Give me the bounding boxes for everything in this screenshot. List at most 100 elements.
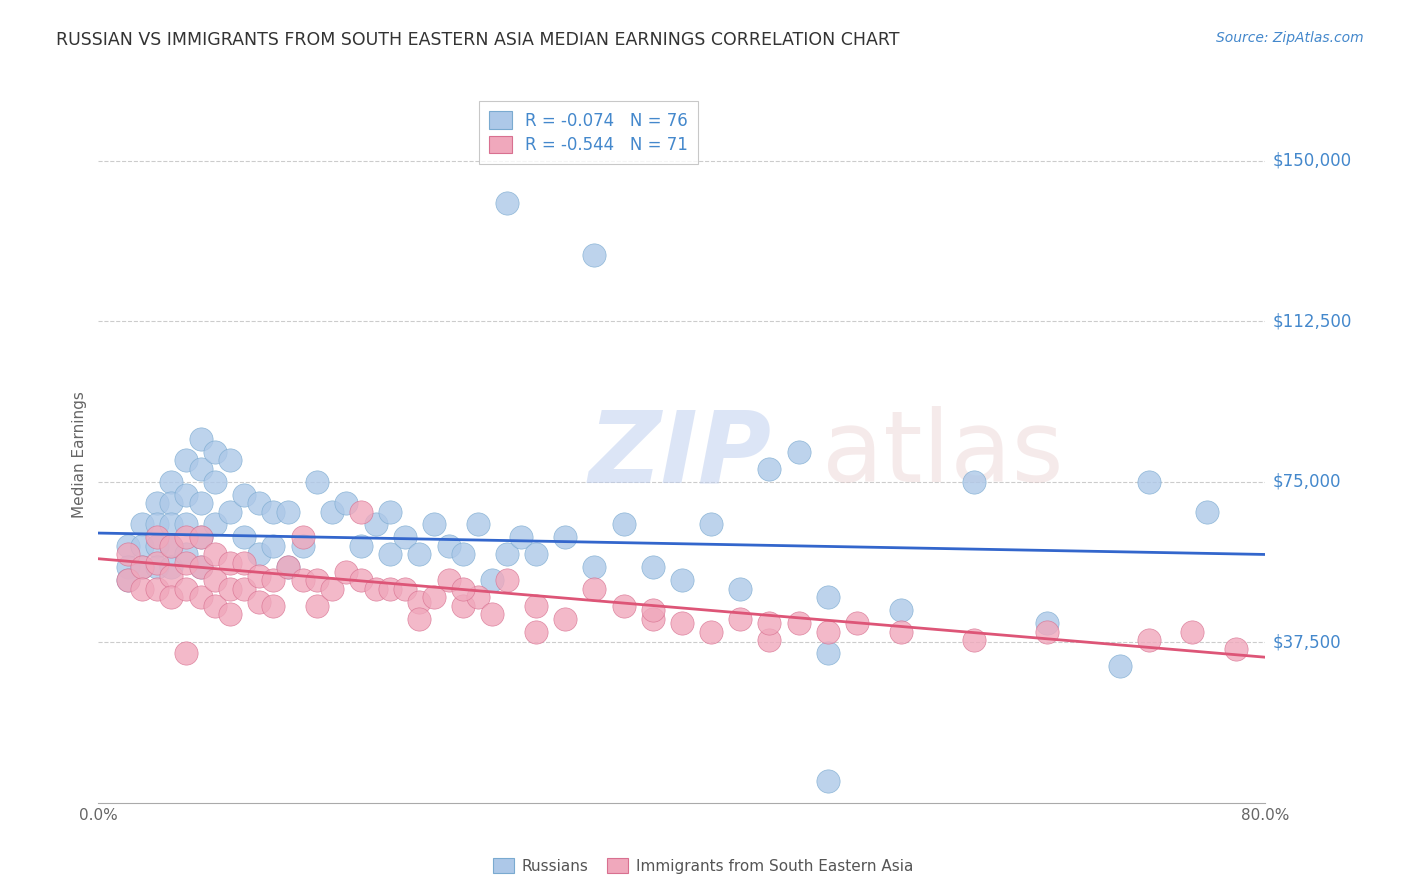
Point	[510, 530, 533, 544]
Point	[291, 530, 314, 544]
Point	[890, 603, 912, 617]
Point	[524, 599, 547, 613]
Point	[554, 612, 576, 626]
Point	[247, 548, 270, 562]
Point	[204, 599, 226, 613]
Point	[495, 548, 517, 562]
Point	[962, 633, 984, 648]
Point	[845, 615, 868, 630]
Point	[174, 453, 197, 467]
Point	[671, 615, 693, 630]
Point	[174, 487, 197, 501]
Point	[962, 475, 984, 489]
Point	[423, 591, 446, 605]
Point	[277, 560, 299, 574]
Point	[364, 582, 387, 596]
Point	[612, 599, 634, 613]
Point	[204, 517, 226, 532]
Point	[1137, 475, 1160, 489]
Point	[335, 496, 357, 510]
Point	[190, 560, 212, 574]
Point	[160, 517, 183, 532]
Point	[233, 530, 256, 544]
Point	[700, 517, 723, 532]
Point	[190, 591, 212, 605]
Point	[146, 539, 169, 553]
Point	[146, 517, 169, 532]
Point	[190, 432, 212, 446]
Point	[262, 505, 284, 519]
Point	[247, 569, 270, 583]
Point	[350, 505, 373, 519]
Text: ZIP: ZIP	[589, 407, 772, 503]
Point	[350, 539, 373, 553]
Point	[174, 582, 197, 596]
Point	[408, 548, 430, 562]
Point	[758, 462, 780, 476]
Point	[467, 517, 489, 532]
Point	[190, 496, 212, 510]
Point	[728, 612, 751, 626]
Point	[394, 530, 416, 544]
Point	[247, 496, 270, 510]
Point	[131, 582, 153, 596]
Text: $150,000: $150,000	[1272, 152, 1351, 169]
Text: Source: ZipAtlas.com: Source: ZipAtlas.com	[1216, 31, 1364, 45]
Text: $75,000: $75,000	[1272, 473, 1341, 491]
Point	[174, 556, 197, 570]
Point	[146, 530, 169, 544]
Text: $37,500: $37,500	[1272, 633, 1341, 651]
Point	[218, 607, 240, 622]
Point	[160, 560, 183, 574]
Point	[160, 496, 183, 510]
Point	[174, 530, 197, 544]
Point	[787, 615, 810, 630]
Point	[321, 582, 343, 596]
Point	[437, 539, 460, 553]
Point	[437, 573, 460, 587]
Point	[218, 556, 240, 570]
Point	[131, 560, 153, 574]
Point	[787, 444, 810, 458]
Point	[700, 624, 723, 639]
Point	[554, 530, 576, 544]
Point	[174, 548, 197, 562]
Point	[817, 591, 839, 605]
Point	[190, 560, 212, 574]
Point	[233, 582, 256, 596]
Legend: Russians, Immigrants from South Eastern Asia: Russians, Immigrants from South Eastern …	[486, 852, 920, 880]
Point	[758, 633, 780, 648]
Point	[350, 573, 373, 587]
Point	[233, 487, 256, 501]
Point	[378, 505, 402, 519]
Point	[146, 556, 169, 570]
Point	[117, 573, 139, 587]
Point	[1108, 658, 1130, 673]
Point	[117, 548, 139, 562]
Point	[190, 530, 212, 544]
Point	[174, 646, 197, 660]
Text: atlas: atlas	[823, 407, 1063, 503]
Point	[641, 603, 664, 617]
Point	[307, 599, 329, 613]
Point	[641, 560, 664, 574]
Point	[291, 539, 314, 553]
Point	[495, 196, 517, 211]
Point	[204, 548, 226, 562]
Point	[1181, 624, 1204, 639]
Point	[481, 573, 503, 587]
Point	[146, 582, 169, 596]
Legend: R = -0.074   N = 76, R = -0.544   N = 71: R = -0.074 N = 76, R = -0.544 N = 71	[479, 102, 699, 164]
Text: $112,500: $112,500	[1272, 312, 1351, 330]
Point	[394, 582, 416, 596]
Point	[364, 517, 387, 532]
Text: RUSSIAN VS IMMIGRANTS FROM SOUTH EASTERN ASIA MEDIAN EARNINGS CORRELATION CHART: RUSSIAN VS IMMIGRANTS FROM SOUTH EASTERN…	[56, 31, 900, 49]
Point	[495, 573, 517, 587]
Point	[218, 453, 240, 467]
Point	[817, 624, 839, 639]
Point	[117, 573, 139, 587]
Point	[728, 582, 751, 596]
Point	[146, 560, 169, 574]
Point	[291, 573, 314, 587]
Point	[1137, 633, 1160, 648]
